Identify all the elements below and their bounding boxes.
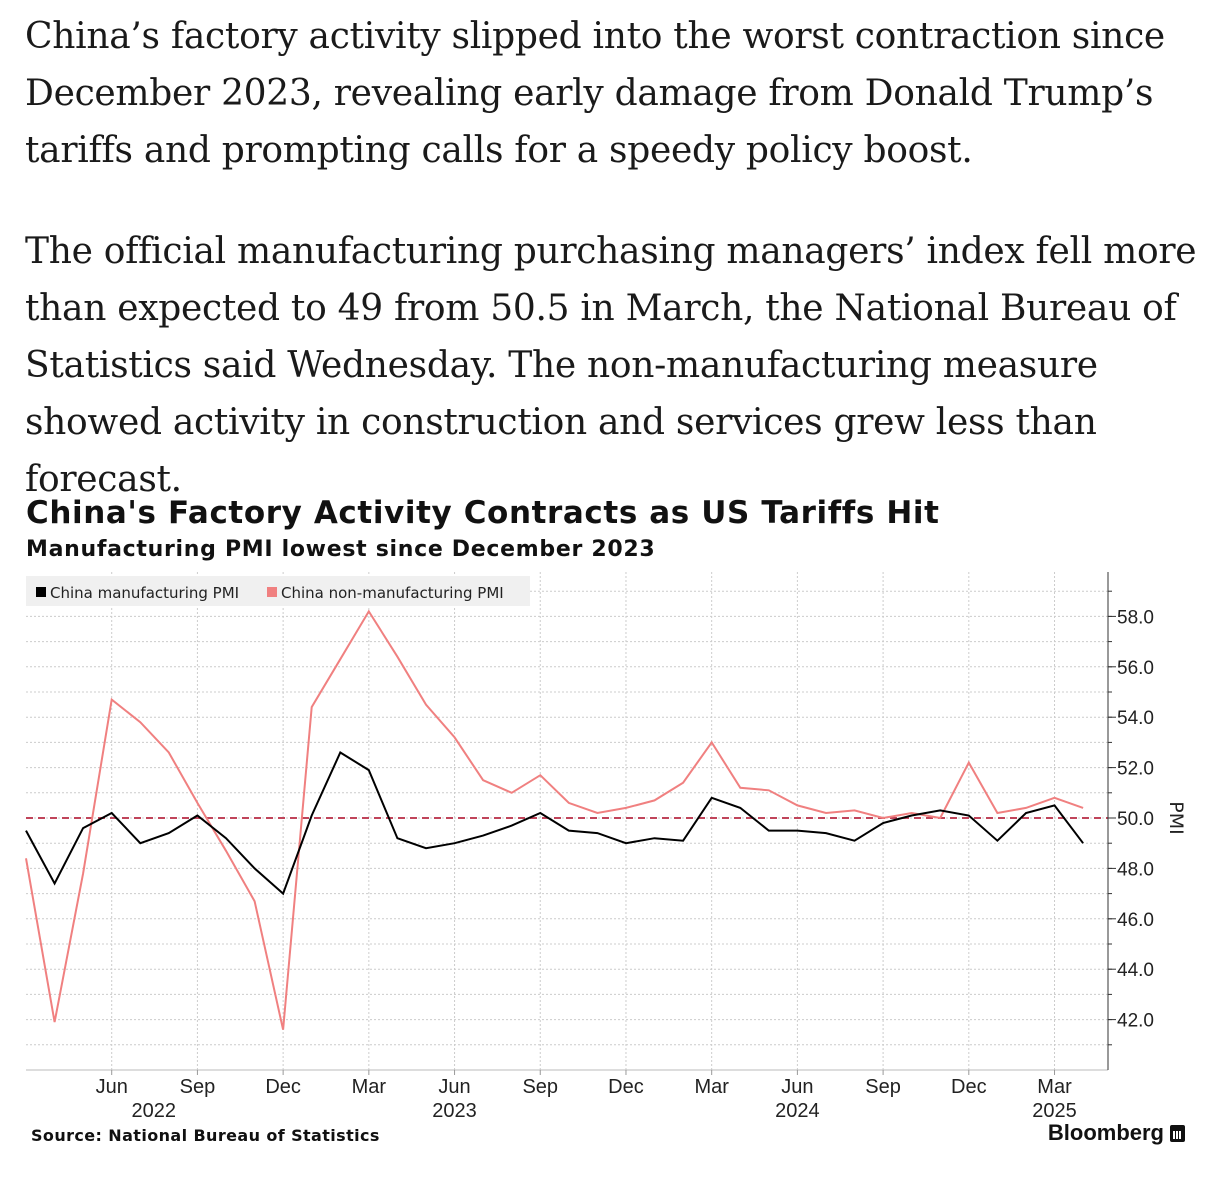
chart-subtitle: Manufacturing PMI lowest since December …: [26, 537, 656, 562]
x-tick-label: Mar: [352, 1076, 387, 1098]
series-layer: [25, 609, 1084, 1030]
y-tick-label: 52.0: [1117, 759, 1154, 780]
x-tick-label: Dec: [265, 1076, 301, 1098]
x-tick-year-label: 2022: [131, 1100, 176, 1120]
y-tick-label: 50.0: [1117, 809, 1154, 830]
legend-label: China manufacturing PMI: [50, 584, 239, 602]
x-tick-label: Jun: [781, 1076, 813, 1098]
x-tick-label: Mar: [1037, 1076, 1072, 1098]
legend-label: China non-manufacturing PMI: [281, 584, 504, 602]
y-tick-label: 44.0: [1117, 960, 1154, 981]
y-tick-label: 58.0: [1117, 607, 1154, 628]
x-tick-label: Sep: [180, 1076, 216, 1098]
x-tick-label: Dec: [951, 1076, 987, 1098]
brand-name: Bloomberg: [1047, 1120, 1164, 1145]
x-tick-year-label: 2025: [1032, 1100, 1077, 1120]
x-tick-label: Jun: [438, 1076, 470, 1098]
x-tick-year-label: 2024: [775, 1100, 820, 1120]
series-line-non-manufacturing: [25, 609, 1084, 1030]
legend-box: [26, 576, 530, 606]
x-tick-label: Mar: [694, 1076, 729, 1098]
y-tick-label: 56.0: [1117, 658, 1154, 679]
source-note: Source: National Bureau of Statistics: [31, 1126, 380, 1145]
bloomberg-terminal-icon: [1170, 1124, 1185, 1142]
x-tick-year-label: 2023: [432, 1100, 477, 1120]
x-tick-label: Dec: [608, 1076, 644, 1098]
axis-layer: 58.0 56.0 54.0 52.0 50.0 48.0 46.0 44.0 42.0 PMI J…: [96, 572, 1187, 1120]
y-tick-label: 46.0: [1117, 910, 1154, 931]
article-body: China’s factory activity slipped into th…: [25, 8, 1205, 552]
y-tick-label: 48.0: [1117, 859, 1154, 880]
brand-logo: Bloomberg: [1048, 1120, 1185, 1146]
legend: China manufacturing PMI China non-manufac…: [26, 576, 530, 606]
legend-swatch: [267, 587, 277, 597]
y-tick-label: 54.0: [1117, 708, 1154, 729]
legend-swatch: [36, 587, 46, 597]
pmi-line-chart: China manufacturing PMI China non-manufac…: [25, 572, 1187, 1120]
y-axis-label: PMI: [1165, 801, 1187, 834]
x-tick-label: Sep: [865, 1076, 901, 1098]
grid-layer: [26, 572, 1108, 1071]
x-tick-label: Sep: [522, 1076, 558, 1098]
x-tick-label: Jun: [96, 1076, 128, 1098]
article-paragraph: The official manufacturing purchasing ma…: [25, 231, 1197, 500]
article-paragraph: China’s factory activity slipped into th…: [25, 16, 1165, 171]
series-line-manufacturing: [25, 751, 1084, 896]
chart-title: China's Factory Activity Contracts as US…: [26, 495, 940, 531]
y-tick-label: 42.0: [1117, 1011, 1154, 1032]
